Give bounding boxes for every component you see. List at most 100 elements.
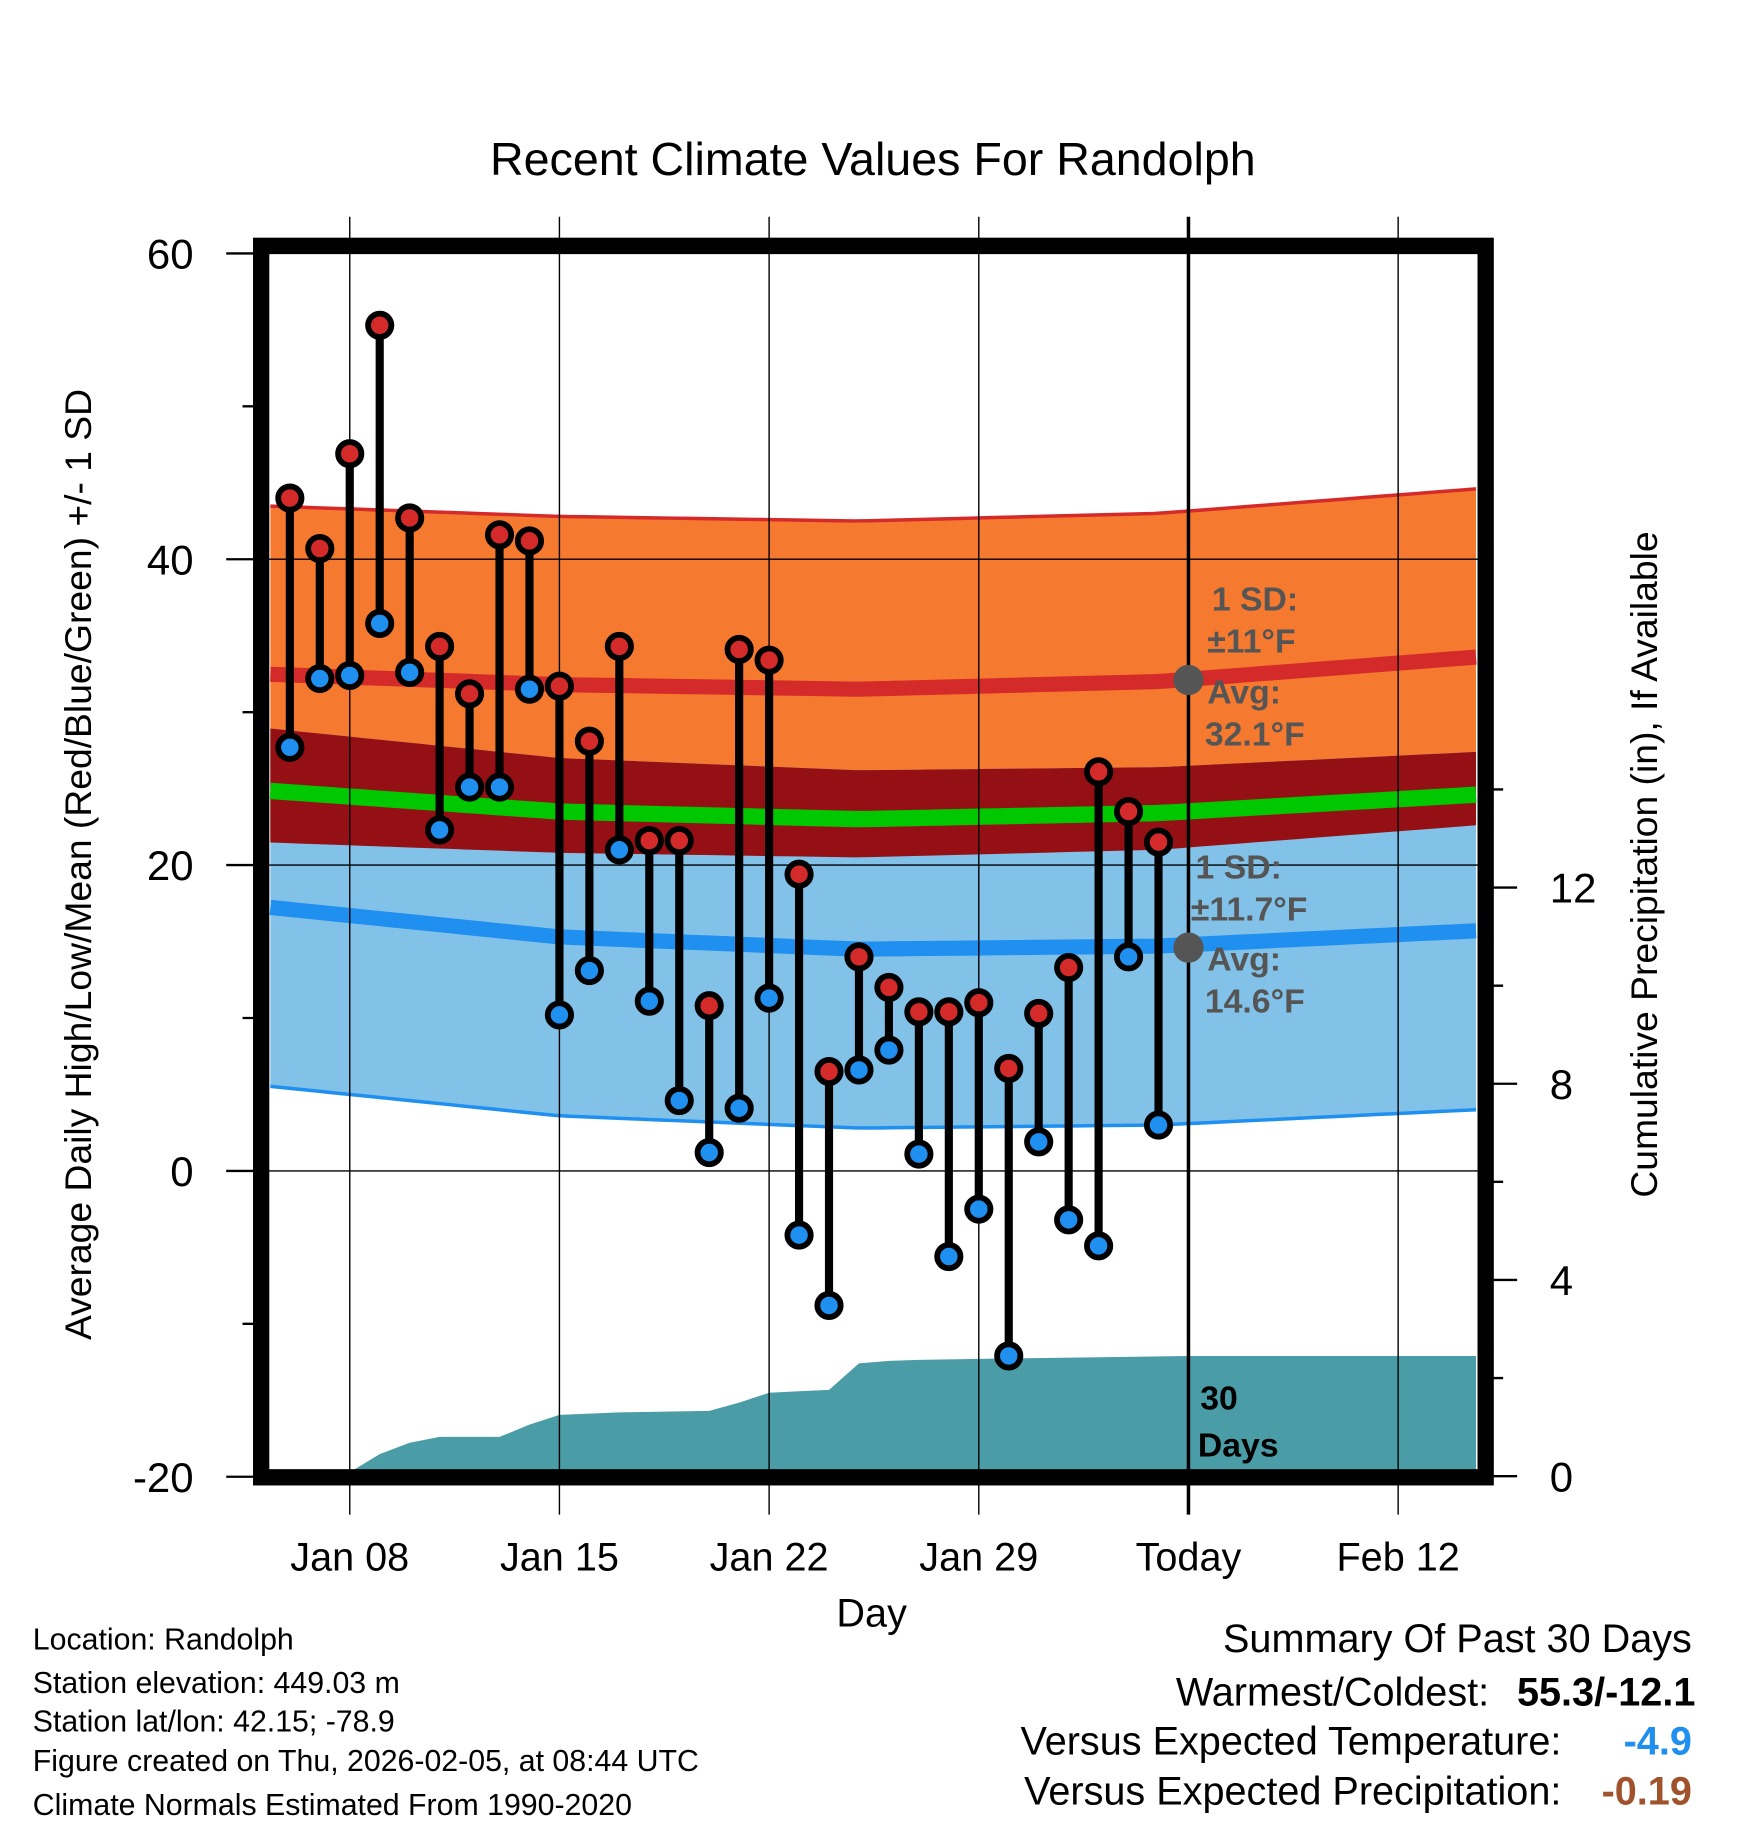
- high-point: [724, 634, 754, 665]
- low-point: [694, 1137, 724, 1168]
- precip-fill: [268, 1355, 1477, 1477]
- high-point: [994, 1053, 1024, 1084]
- x-tick-label: Jan 29: [919, 1536, 1038, 1580]
- high-avg-today-marker: [1173, 664, 1204, 696]
- high-point: [964, 988, 994, 1018]
- summary-title: Summary Of Past 30 Days: [1223, 1617, 1692, 1661]
- high-point: [275, 483, 305, 513]
- summary: Summary Of Past 30 Days Warmest/Coldest:…: [1020, 1617, 1695, 1814]
- low-point: [574, 956, 604, 986]
- y-tick-label: 0: [170, 1148, 193, 1195]
- low-point: [335, 660, 365, 691]
- high-point: [514, 526, 545, 556]
- high-point: [784, 859, 814, 889]
- high-point: [694, 991, 724, 1021]
- low-point: [604, 835, 634, 865]
- low-sd-value: ±11.7°F: [1191, 890, 1308, 928]
- grid-lines: [261, 216, 1486, 1515]
- footer: Location: Randolph Station elevation: 44…: [33, 1624, 699, 1822]
- footer-latlon: Station lat/lon: 42.15; -78.9: [33, 1705, 395, 1738]
- y-tick-label: 60: [147, 231, 194, 278]
- high-avg-label: Avg:: [1207, 674, 1281, 712]
- footer-normals: Climate Normals Estimated From 1990-2020: [33, 1789, 632, 1822]
- low-point: [664, 1085, 694, 1116]
- low-point: [754, 983, 784, 1013]
- high-sd-upper-line: [270, 487, 1477, 523]
- annotations: 1 SD: ±11°F Avg: 32.1°F 1 SD: ±11.7°F Av…: [1191, 580, 1308, 1464]
- x-tick-label: Today: [1136, 1536, 1242, 1580]
- low-avg-value: 14.6°F: [1205, 982, 1305, 1020]
- low-point: [1113, 942, 1144, 972]
- low-point: [844, 1055, 874, 1085]
- high-sd-value: ±11°F: [1207, 622, 1295, 660]
- x-axis-label: Day: [836, 1591, 907, 1635]
- high-point: [425, 631, 455, 661]
- low-point: [634, 986, 664, 1016]
- y2-tick-label: 4: [1550, 1257, 1573, 1304]
- high-point: [664, 826, 694, 856]
- y2-axis-label: Cumulative Precipitation (in), If Availa…: [1623, 531, 1665, 1197]
- low-point: [1084, 1231, 1114, 1261]
- high-point: [604, 631, 634, 661]
- high-point: [305, 533, 335, 564]
- low-point: [934, 1241, 964, 1272]
- y2-tick-label: 8: [1550, 1061, 1573, 1108]
- low-point: [514, 674, 545, 704]
- high-point: [365, 310, 395, 340]
- low-point: [455, 772, 485, 802]
- low-point: [275, 732, 305, 762]
- high-point: [544, 671, 574, 701]
- chart-title: Recent Climate Values For Randolph: [490, 133, 1256, 185]
- warmest-label: Warmest/Coldest:: [1176, 1671, 1489, 1715]
- temp-value: -4.9: [1624, 1720, 1692, 1764]
- high-point: [874, 972, 904, 1002]
- temp-label: Versus Expected Temperature:: [1020, 1720, 1561, 1764]
- high-point: [1143, 827, 1174, 857]
- high-point: [904, 997, 934, 1027]
- footer-elevation: Station elevation: 449.03 m: [33, 1667, 400, 1700]
- low-point: [1143, 1110, 1174, 1140]
- days-label-2: Days: [1198, 1426, 1279, 1464]
- mean-line: [269, 782, 1477, 828]
- low-point: [544, 1000, 574, 1030]
- high-point: [1054, 952, 1084, 983]
- low-point: [1024, 1127, 1054, 1157]
- high-point: [1024, 998, 1054, 1028]
- y2-tick-label: 0: [1550, 1453, 1573, 1500]
- high-sd-label: 1 SD:: [1212, 580, 1298, 618]
- daily-range-sticks: [275, 310, 1174, 1371]
- footer-location: Location: Randolph: [33, 1624, 294, 1657]
- normals-bands: [269, 487, 1477, 1130]
- low-point: [305, 663, 335, 694]
- high-point: [395, 503, 425, 533]
- footer-created: Figure created on Thu, 2026-02-05, at 08…: [33, 1745, 699, 1778]
- precip-area: [268, 1355, 1477, 1477]
- low-avg-label: Avg:: [1207, 941, 1281, 979]
- low-avg-today-marker: [1173, 932, 1204, 963]
- high-avg-value: 32.1°F: [1205, 716, 1305, 754]
- warmest-value: 55.3/-12.1: [1517, 1671, 1695, 1715]
- precip-value: -0.19: [1602, 1770, 1692, 1814]
- x-tick-label: Jan 15: [500, 1536, 619, 1580]
- y-tick-label: -20: [133, 1454, 194, 1501]
- y-tick-label: 40: [147, 536, 194, 583]
- high-point: [934, 997, 964, 1027]
- high-point: [814, 1056, 844, 1087]
- high-point: [484, 520, 515, 550]
- y-axis-label: Average Daily High/Low/Mean (Red/Blue/Gr…: [57, 389, 99, 1340]
- overlap-band: [270, 728, 1477, 858]
- low-point: [365, 608, 395, 639]
- low-point: [994, 1341, 1024, 1371]
- low-point: [784, 1220, 814, 1250]
- x-tick-label: Jan 08: [290, 1536, 409, 1580]
- low-point: [425, 815, 455, 845]
- high-point: [1113, 796, 1144, 827]
- high-point: [634, 826, 664, 856]
- high-point: [754, 645, 784, 675]
- high-point: [844, 942, 874, 972]
- low-point: [484, 772, 515, 802]
- low-point: [904, 1139, 934, 1169]
- high-point: [335, 439, 365, 469]
